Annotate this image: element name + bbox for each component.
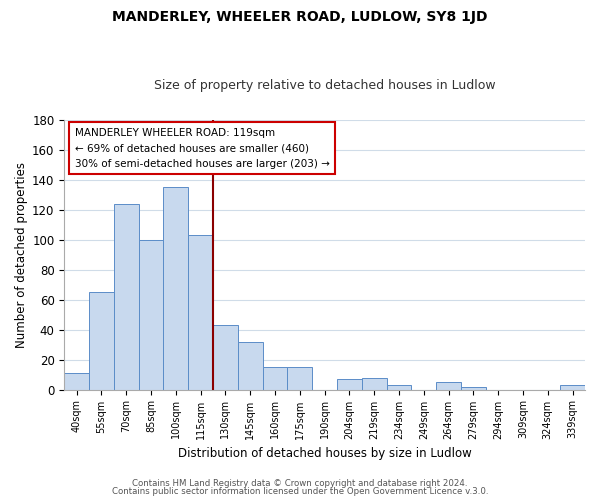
Bar — [188, 235, 213, 390]
Bar — [560, 385, 585, 390]
Bar — [461, 386, 486, 390]
Text: Contains HM Land Registry data © Crown copyright and database right 2024.: Contains HM Land Registry data © Crown c… — [132, 478, 468, 488]
Bar — [386, 385, 412, 390]
Bar — [362, 378, 386, 390]
Bar — [163, 187, 188, 390]
Title: Size of property relative to detached houses in Ludlow: Size of property relative to detached ho… — [154, 79, 496, 92]
X-axis label: Distribution of detached houses by size in Ludlow: Distribution of detached houses by size … — [178, 447, 472, 460]
Bar — [263, 367, 287, 390]
Bar — [436, 382, 461, 390]
Text: MANDERLEY, WHEELER ROAD, LUDLOW, SY8 1JD: MANDERLEY, WHEELER ROAD, LUDLOW, SY8 1JD — [112, 10, 488, 24]
Bar — [238, 342, 263, 390]
Bar — [287, 367, 312, 390]
Text: MANDERLEY WHEELER ROAD: 119sqm
← 69% of detached houses are smaller (460)
30% of: MANDERLEY WHEELER ROAD: 119sqm ← 69% of … — [74, 128, 329, 169]
Bar — [213, 325, 238, 390]
Bar — [139, 240, 163, 390]
Bar — [114, 204, 139, 390]
Bar — [64, 373, 89, 390]
Y-axis label: Number of detached properties: Number of detached properties — [15, 162, 28, 348]
Bar — [337, 379, 362, 390]
Text: Contains public sector information licensed under the Open Government Licence v.: Contains public sector information licen… — [112, 487, 488, 496]
Bar — [89, 292, 114, 390]
